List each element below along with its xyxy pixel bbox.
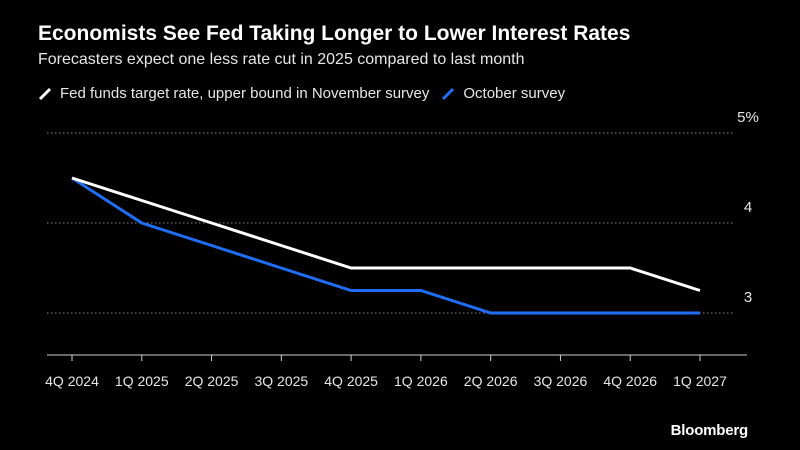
y-tick-label-4: 4 [744, 199, 752, 216]
series-line-october [71, 176, 700, 315]
x-tick-label-3: 3Q 2025 [254, 373, 308, 389]
y-tick-label-3: 3 [744, 289, 752, 306]
legend: Fed funds target rate, upper bound in No… [38, 85, 577, 102]
x-tick-label-6: 2Q 2026 [464, 373, 518, 389]
x-tick-label-5: 1Q 2026 [394, 373, 448, 389]
legend-swatch-november-icon [38, 87, 52, 101]
x-tick-label-9: 1Q 2027 [673, 373, 727, 389]
legend-label-october: October survey [463, 85, 566, 102]
y-tick-label-5: 5% [737, 109, 759, 126]
x-tick-label-0: 4Q 2024 [45, 373, 99, 389]
x-tick-label-1: 1Q 2025 [115, 373, 169, 389]
legend-swatch-october-icon [441, 87, 455, 101]
series-line-november [71, 176, 701, 292]
x-tick-label-8: 4Q 2026 [603, 373, 657, 389]
x-tick-label-2: 2Q 2025 [185, 373, 239, 389]
chart-title: Economists See Fed Taking Longer to Lowe… [38, 22, 631, 45]
legend-label-november: Fed funds target rate, upper bound in No… [60, 85, 430, 102]
x-tick-label-4: 4Q 2025 [324, 373, 378, 389]
source-logo: Bloomberg [670, 422, 749, 439]
legend-item-november: Fed funds target rate, upper bound in No… [38, 85, 429, 102]
chart-subtitle: Forecasters expect one less rate cut in … [38, 51, 525, 68]
legend-item-october: October survey [441, 85, 565, 102]
x-tick-label-7: 3Q 2026 [534, 373, 588, 389]
